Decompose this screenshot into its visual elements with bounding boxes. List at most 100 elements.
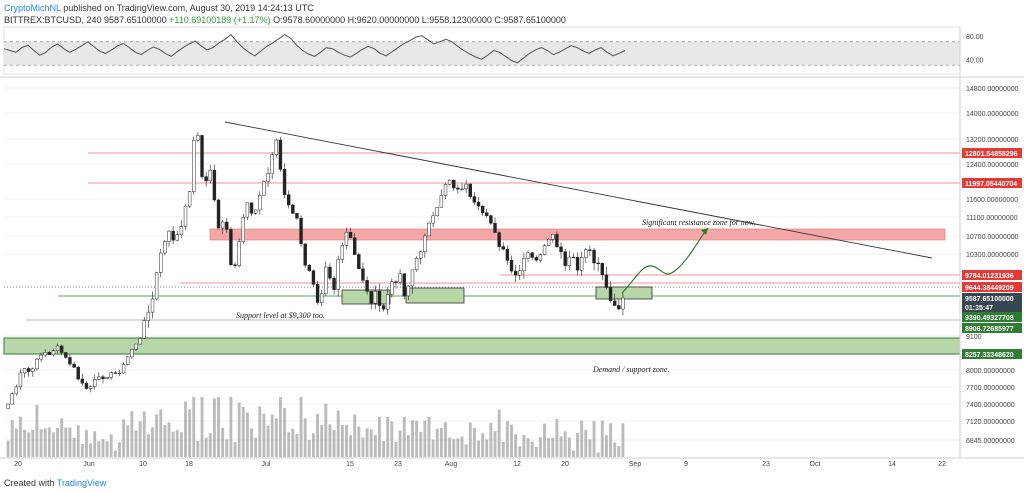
volume-bar (559, 436, 563, 457)
candle-body (97, 376, 101, 380)
price-tick-label: 14800.00000000 (966, 86, 1019, 93)
candle-body (117, 372, 122, 375)
price-axis[interactable]: 14800.00000000 14000.00000000 13200.000000… (959, 27, 1022, 467)
volume-bar (85, 430, 88, 457)
candle-body (427, 222, 431, 237)
volume-bar (592, 421, 596, 457)
candle-body (328, 266, 332, 279)
volume-bar (419, 431, 423, 457)
author-link[interactable]: CryptoMichNL (4, 3, 61, 13)
volume-bar (604, 435, 608, 457)
volume-bar (278, 397, 282, 457)
volume-bar (76, 425, 80, 457)
volume-bar (163, 425, 167, 457)
volume-bar (571, 450, 575, 457)
rsi-band (4, 41, 960, 66)
volume-bar (105, 441, 109, 457)
symbol-label[interactable]: BITTREX:BTCUSD, 240 (4, 15, 102, 25)
candle-body (509, 260, 514, 272)
volume-bar (361, 437, 365, 457)
volume-bar (588, 439, 592, 457)
candle-body (518, 270, 522, 276)
candle-body (551, 234, 555, 240)
volume-bar (35, 405, 39, 457)
price-change: +110.69100189 (+1.17%) (169, 15, 271, 25)
candle-body (394, 281, 398, 283)
support-box (595, 286, 653, 300)
candle-body (225, 221, 229, 230)
chart-annotation: Demand / support zone. (592, 365, 669, 374)
price-tick-label: 11600.00000000 (966, 197, 1018, 204)
candle-body (617, 305, 621, 310)
candle-body (596, 262, 600, 265)
candle-body (357, 254, 361, 269)
volume-bar (72, 437, 76, 457)
volume-bar (192, 397, 196, 457)
candle-body (398, 273, 402, 283)
time-tick-label: 15 (346, 461, 354, 468)
demand-zone (3, 337, 961, 355)
candle-body (245, 202, 250, 218)
volume-bar (47, 427, 51, 457)
open-value: O:9578.60000000 (273, 15, 346, 25)
volume-bar (56, 428, 60, 457)
time-tick-label: Jun (83, 461, 94, 468)
volume-bar (23, 429, 27, 457)
candle-body (150, 298, 155, 313)
candle-body (369, 291, 373, 304)
ohlc-line: BITTREX:BTCUSD, 240 9587.65100000 +110.6… (4, 14, 566, 26)
candle-body (353, 237, 357, 255)
candle-body (14, 386, 19, 395)
candle-body (105, 377, 109, 379)
price-label-bg (962, 312, 1022, 322)
candle-body (55, 345, 60, 351)
volume-bar (472, 427, 476, 457)
candle-body (489, 215, 493, 224)
candle-body (237, 241, 241, 267)
volume-layer (6, 397, 625, 457)
candle-body (575, 256, 580, 271)
candle-body (340, 245, 345, 260)
candle-body (373, 290, 378, 304)
volume-bar (6, 440, 10, 457)
volume-bar (262, 413, 266, 457)
volume-bar (229, 397, 233, 457)
time-tick-label: 14 (888, 461, 896, 468)
candle-body (163, 241, 167, 254)
candle-body (126, 356, 130, 365)
candle-body (142, 320, 146, 339)
candle-body (299, 217, 303, 245)
candle-body (35, 358, 39, 370)
volume-bar (27, 432, 31, 457)
candle-body (278, 139, 283, 170)
volume-bar (134, 430, 138, 457)
volume-bar (43, 428, 47, 457)
volume-bar (200, 397, 204, 457)
tradingview-logo[interactable]: TradingView (56, 478, 107, 488)
candle-body (262, 181, 266, 196)
candle-body (159, 252, 163, 273)
volume-bar (204, 437, 208, 457)
candle-body (456, 187, 460, 190)
volume-bar (188, 409, 192, 457)
volume-bar (547, 438, 551, 457)
time-tick-label: 23 (394, 461, 402, 468)
candle-body (476, 201, 481, 207)
volume-bar (97, 441, 101, 457)
candle-body (361, 268, 365, 281)
volume-bar (415, 420, 419, 457)
candle-body (584, 249, 588, 258)
volume-bar (311, 433, 315, 457)
volume-bar (109, 434, 113, 457)
time-axis[interactable]: 20 Jun 10 18 Jul 15 23 Aug 12 20 Sep 9 23 Oct 14 22 (0, 457, 1024, 468)
candle-body (6, 403, 10, 409)
time-tick-label: 18 (185, 461, 193, 468)
candle-body (435, 207, 439, 217)
candle-body (286, 194, 291, 206)
volume-bar (423, 420, 427, 457)
volume-bar (18, 416, 22, 457)
candle-body (208, 170, 212, 182)
volume-bar (394, 442, 398, 457)
candle-body (93, 379, 97, 387)
